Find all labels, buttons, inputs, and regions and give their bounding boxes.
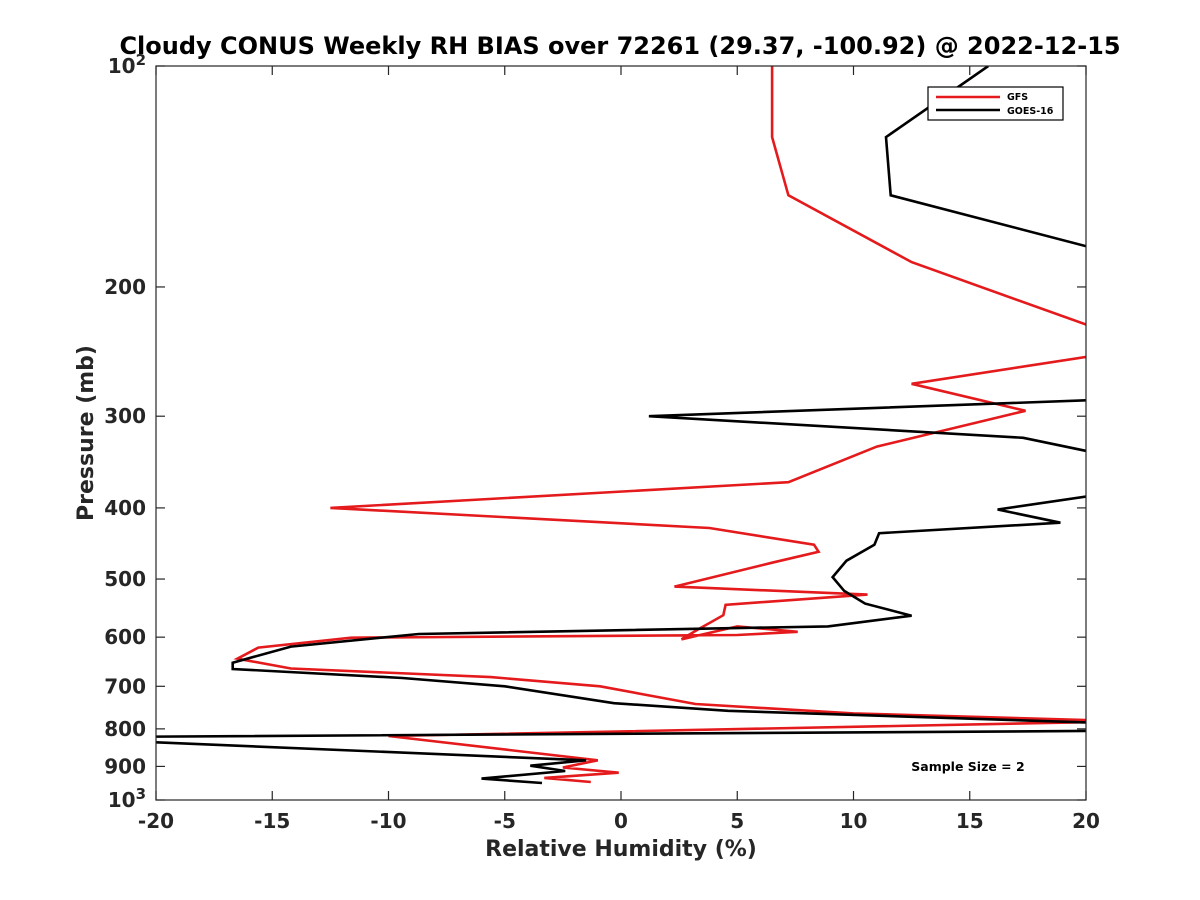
x-tick-label: 10 bbox=[840, 809, 868, 833]
chart-title: Cloudy CONUS Weekly RH BIAS over 72261 (… bbox=[119, 32, 1120, 60]
y-tick-label: 500 bbox=[104, 567, 146, 591]
y-tick-label: 900 bbox=[104, 754, 146, 778]
x-tick-label: 15 bbox=[956, 809, 984, 833]
y-axis-label: Pressure (mb) bbox=[74, 345, 99, 521]
y-tick-label: 300 bbox=[104, 404, 146, 428]
x-tick-label: -10 bbox=[370, 809, 406, 833]
y-tick-label: 700 bbox=[104, 674, 146, 698]
x-tick-label: 5 bbox=[730, 809, 744, 833]
x-tick-label: -20 bbox=[138, 809, 174, 833]
legend: GFS GOES-16 bbox=[927, 86, 1064, 121]
y-tick-label: 103 bbox=[108, 785, 146, 812]
y-tick-label: 400 bbox=[104, 496, 146, 520]
series-line-gfs bbox=[233, 66, 1086, 784]
x-tick-label: -5 bbox=[494, 809, 516, 833]
legend-label-goes16: GOES-16 bbox=[1007, 106, 1054, 117]
series-layer bbox=[156, 66, 1086, 785]
legend-label-gfs: GFS bbox=[1007, 92, 1028, 103]
sample-size-annotation: Sample Size = 2 bbox=[911, 759, 1024, 774]
x-tick-label: -15 bbox=[254, 809, 290, 833]
x-axis-label: Relative Humidity (%) bbox=[485, 837, 757, 862]
y-tick-label: 200 bbox=[104, 275, 146, 299]
x-axis: -20 -15 -10 -5 0 5 10 15 20 bbox=[138, 66, 1100, 833]
y-axis: 102 200 300 400 500 600 700 800 900 103 bbox=[104, 51, 1086, 812]
x-tick-label: 20 bbox=[1072, 809, 1100, 833]
y-tick-label: 600 bbox=[104, 625, 146, 649]
y-tick-label: 102 bbox=[108, 51, 146, 78]
series-line-goes16 bbox=[156, 66, 1086, 785]
legend-box bbox=[927, 86, 1064, 121]
y-tick-label: 800 bbox=[104, 717, 146, 741]
x-tick-label: 0 bbox=[614, 809, 628, 833]
